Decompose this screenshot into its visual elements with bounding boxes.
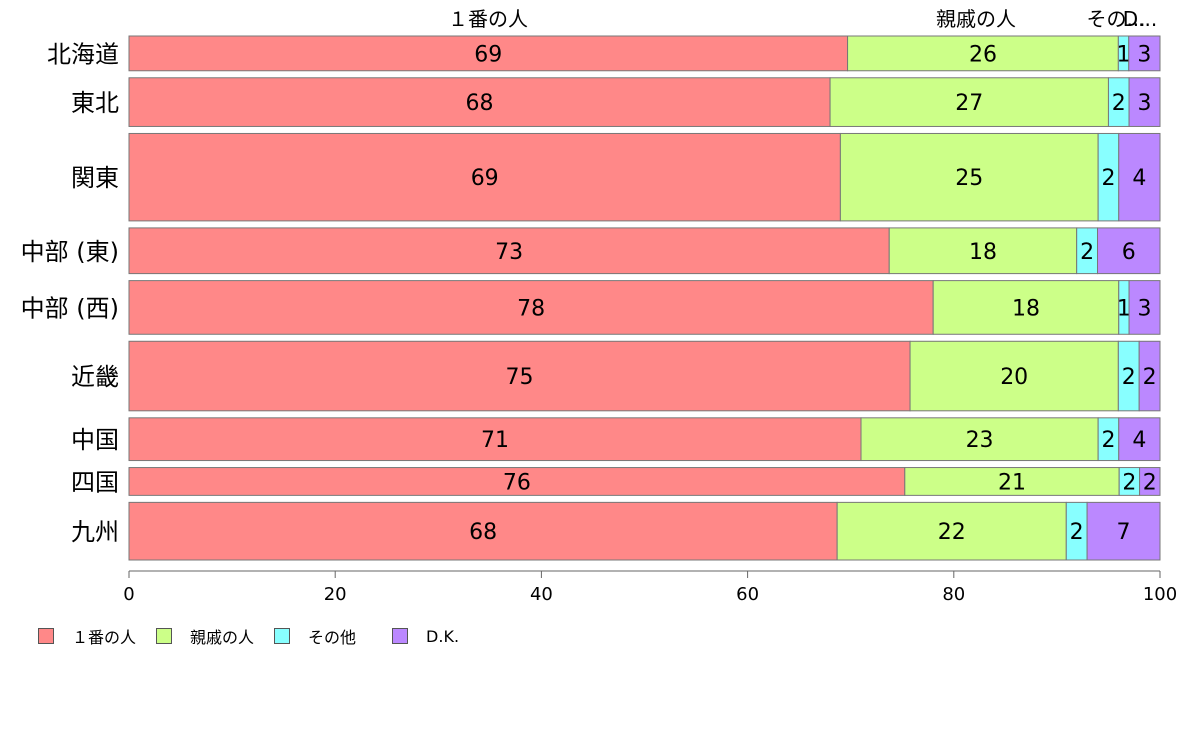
legend-swatch-series-3 xyxy=(274,628,291,644)
legend-item-series-4: D.K. xyxy=(392,627,459,646)
bar-value-label: 18 xyxy=(1012,296,1040,321)
bar-value-label: 1 xyxy=(1117,296,1131,321)
bar-value-label: 71 xyxy=(481,428,509,453)
bar-segment xyxy=(128,77,831,127)
category-label: 近畿 xyxy=(71,363,119,391)
bar-segment xyxy=(128,467,906,496)
bar-value-label: 68 xyxy=(466,91,494,116)
category-label: 関東 xyxy=(71,164,119,192)
bar-value-label: 3 xyxy=(1138,91,1152,116)
category-label: 北海道 xyxy=(47,40,119,68)
top-series-labels: １番の人 親戚の人 その...D... xyxy=(448,7,1157,31)
bar-value-label: 76 xyxy=(503,470,531,495)
bar-value-label: 2 xyxy=(1122,365,1136,390)
bar-value-label: 25 xyxy=(955,166,983,191)
bar-segment xyxy=(128,501,838,561)
bar-value-label: 7 xyxy=(1117,520,1131,545)
bar-value-label: 23 xyxy=(966,428,994,453)
top-series-label: １番の人 xyxy=(448,7,528,31)
bar-segment xyxy=(932,280,1120,335)
legend-label-series-3: その他 xyxy=(308,628,357,647)
x-axis: 0 20 40 60 80 100 xyxy=(123,570,1177,605)
legend-label-series-2: 親戚の人 xyxy=(190,628,255,647)
bar-value-label: 27 xyxy=(955,91,983,116)
bar-segment xyxy=(1128,77,1161,127)
legend-swatch-series-2 xyxy=(156,628,173,644)
bar-value-label: 18 xyxy=(969,240,997,265)
bar-value-label: 3 xyxy=(1137,42,1151,67)
bar-segment xyxy=(128,280,934,335)
category-label: 九州 xyxy=(71,518,119,546)
bar-value-label: 2 xyxy=(1112,91,1126,116)
top-series-label: 親戚の人 xyxy=(936,7,1016,31)
category-label: 東北 xyxy=(71,89,119,117)
x-tick-label: 20 xyxy=(324,584,347,605)
bar-segment xyxy=(1128,35,1161,72)
x-tick-label: 100 xyxy=(1143,584,1177,605)
bar-area: 69 26 1 368 27 2 369 25 2 473 18 2 678 18 1 375 20 2 271 23… xyxy=(128,35,1161,561)
category-label: 中部 (西) xyxy=(21,294,119,322)
bar-segment xyxy=(904,467,1120,496)
bar-segment xyxy=(128,227,890,275)
bar-value-label: 2 xyxy=(1080,240,1094,265)
bar-value-label: 68 xyxy=(469,520,497,545)
bar-value-label: 69 xyxy=(474,42,502,67)
bar-value-label: 78 xyxy=(517,296,545,321)
legend-swatch-series-1 xyxy=(38,628,54,644)
bar-value-label: 4 xyxy=(1132,166,1146,191)
bar-segment xyxy=(128,340,911,412)
legend: １番の人 親戚の人 その他 D.K. xyxy=(38,624,479,648)
bar-segment xyxy=(128,35,849,72)
bar-value-label: 2 xyxy=(1070,520,1084,545)
bar-value-label: 2 xyxy=(1122,470,1136,495)
bar-value-label: 2 xyxy=(1143,365,1157,390)
legend-swatch-series-4 xyxy=(392,628,409,644)
legend-item-series-3: その他 xyxy=(274,624,356,648)
bar-value-label: 20 xyxy=(1000,365,1028,390)
bar-value-label: 3 xyxy=(1138,296,1152,321)
bar-value-label: 75 xyxy=(506,365,534,390)
legend-label-series-4: D.K. xyxy=(426,626,460,646)
bar-value-label: 22 xyxy=(938,520,966,545)
bar-segment xyxy=(1138,340,1161,412)
bar-segment xyxy=(1097,227,1161,275)
bar-segment xyxy=(888,227,1078,275)
bar-segment xyxy=(1139,467,1161,496)
bar-value-label: 26 xyxy=(969,42,997,67)
bar-value-label: 2 xyxy=(1143,470,1157,495)
bar-value-label: 6 xyxy=(1122,240,1136,265)
bar-value-label: 69 xyxy=(471,166,499,191)
bar-value-label: 4 xyxy=(1132,428,1146,453)
bar-value-label: 73 xyxy=(495,240,523,265)
top-series-label: その... xyxy=(1086,7,1145,31)
x-tick-label: 40 xyxy=(530,584,553,605)
x-tick-label: 0 xyxy=(123,584,134,605)
category-label: 中国 xyxy=(71,426,119,454)
bar-segment xyxy=(128,417,862,462)
legend-item-series-1: １番の人 xyxy=(38,624,136,648)
bar-value-label: 2 xyxy=(1101,428,1115,453)
legend-label-series-1: １番の人 xyxy=(72,628,137,647)
bar-segment xyxy=(1118,417,1161,462)
bar-segment xyxy=(909,340,1119,412)
legend-item-series-2: 親戚の人 xyxy=(156,624,254,648)
x-tick-label: 80 xyxy=(942,584,965,605)
category-label: 四国 xyxy=(71,468,119,496)
bar-segment xyxy=(1086,501,1161,561)
bar-segment xyxy=(1128,280,1161,335)
bar-value-label: 1 xyxy=(1117,42,1131,67)
top-series-label: D... xyxy=(1123,7,1157,31)
category-label: 中部 (東) xyxy=(21,238,119,266)
x-tick-label: 60 xyxy=(736,584,759,605)
bar-segment xyxy=(1118,132,1161,222)
bar-segment xyxy=(836,501,1067,561)
bar-segment xyxy=(128,132,841,222)
bar-value-label: 21 xyxy=(998,470,1026,495)
bar-segment xyxy=(839,132,1099,222)
bar-value-label: 2 xyxy=(1101,166,1115,191)
